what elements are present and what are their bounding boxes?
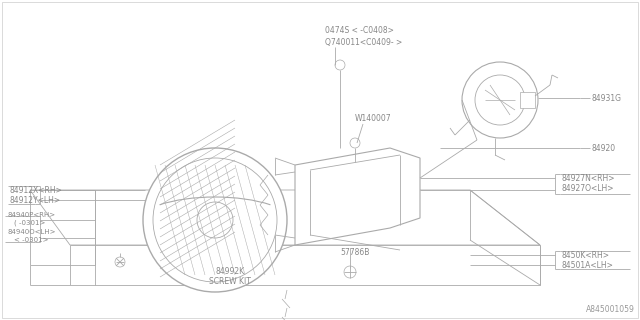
- Text: Q740011<C0409- >: Q740011<C0409- >: [325, 37, 403, 46]
- Text: 84912Y<LH>: 84912Y<LH>: [10, 196, 61, 204]
- Text: 84927N<RH>: 84927N<RH>: [562, 173, 616, 182]
- Circle shape: [462, 62, 538, 138]
- Text: 84940P<RH>: 84940P<RH>: [7, 212, 55, 218]
- Text: 84912X<RH>: 84912X<RH>: [10, 186, 63, 195]
- Text: 84501A<LH>: 84501A<LH>: [562, 260, 614, 269]
- Circle shape: [115, 257, 125, 267]
- Circle shape: [344, 266, 356, 278]
- Text: ( -0301>: ( -0301>: [14, 220, 45, 226]
- Circle shape: [197, 202, 233, 238]
- Text: 84992K: 84992K: [216, 268, 244, 276]
- Text: W140007: W140007: [355, 114, 392, 123]
- Text: A845001059: A845001059: [586, 305, 635, 314]
- Text: 8450K<RH>: 8450K<RH>: [562, 251, 610, 260]
- Text: 84927O<LH>: 84927O<LH>: [562, 183, 614, 193]
- Polygon shape: [30, 190, 540, 245]
- Polygon shape: [70, 245, 540, 285]
- Circle shape: [143, 148, 287, 292]
- Polygon shape: [295, 148, 420, 245]
- Text: 84931G: 84931G: [592, 93, 622, 102]
- Circle shape: [335, 60, 345, 70]
- Circle shape: [475, 75, 525, 125]
- Circle shape: [350, 138, 360, 148]
- Text: 84940O<LH>: 84940O<LH>: [7, 229, 56, 235]
- Text: 57786B: 57786B: [340, 247, 370, 257]
- Text: < -0301>: < -0301>: [14, 237, 49, 243]
- Text: 84920: 84920: [592, 143, 616, 153]
- Circle shape: [153, 158, 277, 282]
- Text: SCREW KIT: SCREW KIT: [209, 277, 251, 286]
- Text: 0474S < -C0408>: 0474S < -C0408>: [325, 26, 394, 35]
- Bar: [520, 92, 535, 108]
